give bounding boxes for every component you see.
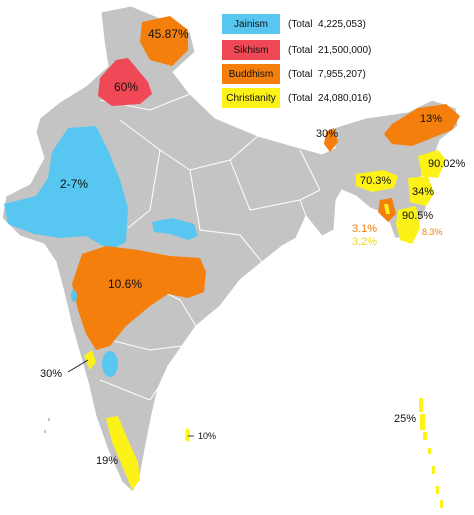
andaman-islands xyxy=(419,398,443,508)
mp-jain-region xyxy=(152,218,198,240)
meghalaya-region xyxy=(356,170,398,192)
punjab-region xyxy=(98,58,152,106)
label-tripura-buddhism: 3.1% xyxy=(352,223,378,235)
legend-label-christianity: Christianity xyxy=(226,92,276,104)
legend-total-christianity: (Total 24,080,016) xyxy=(288,92,372,104)
karnataka-jain-region xyxy=(102,351,118,377)
label-mizoram-buddhism: 8.3% xyxy=(422,227,443,237)
legend-label-jainism: Jainism xyxy=(234,18,268,30)
legend-label-buddhism: Buddhism xyxy=(228,68,274,80)
sikkim-region xyxy=(324,128,338,152)
tripura-christian-stripe xyxy=(384,204,390,214)
gujarat-region xyxy=(4,126,128,250)
label-punjab: 60% xyxy=(114,80,139,94)
label-sikkim: 30% xyxy=(316,128,339,140)
maharashtra-region xyxy=(72,246,206,350)
legend-item-christianity: Christianity (Total 24,080,016) xyxy=(222,88,371,108)
legend-total-buddhism: (Total 7,955,207) xyxy=(288,68,366,80)
label-tamil-nadu: 10% xyxy=(198,431,217,441)
arunachal-region xyxy=(384,104,460,146)
legend-swatch-jainism: Jainism xyxy=(222,14,280,34)
nagaland-region xyxy=(418,150,446,178)
state-borders xyxy=(99,93,321,401)
label-meghalaya: 70.3% xyxy=(360,175,392,187)
label-nagaland: 90.02% xyxy=(428,158,466,170)
lakshadweep-islands xyxy=(44,418,50,433)
label-manipur: 34% xyxy=(412,186,435,198)
label-arunachal: 13% xyxy=(420,113,443,125)
label-kerala: 19% xyxy=(96,455,119,467)
label-mizoram: 90.5% xyxy=(402,210,434,222)
label-tripura-christianity: 3.2% xyxy=(352,236,378,248)
legend-item-buddhism: Buddhism (Total 7,955,207) xyxy=(222,64,366,84)
legend-item-jainism: Jainism (Total 4,225,053) xyxy=(222,14,366,34)
goa-region xyxy=(84,350,96,370)
legend-total-sikhism: (Total 21,500,000) xyxy=(288,44,372,56)
tamil-nadu-christian-spot xyxy=(185,428,190,442)
legend-label-sikhism: Sikhism xyxy=(233,44,269,56)
label-gujarat: 2-7% xyxy=(60,177,89,191)
pointer-lines xyxy=(67,359,194,437)
maharashtra-jain-spot xyxy=(71,290,77,302)
label-jammu-kashmir: 45.87% xyxy=(148,27,189,41)
legend-swatch-sikhism: Sikhism xyxy=(222,40,280,60)
label-goa: 30% xyxy=(40,368,63,380)
manipur-region xyxy=(408,176,434,206)
mizoram-region xyxy=(396,206,420,244)
label-andaman: 25% xyxy=(394,413,417,425)
legend-swatch-christianity: Christianity xyxy=(222,88,280,108)
label-maharashtra: 10.6% xyxy=(108,277,143,291)
legend-item-sikhism: Sikhism (Total 21,500,000) xyxy=(222,40,371,60)
kerala-region xyxy=(106,416,140,490)
legend-total-jainism: (Total 4,225,053) xyxy=(288,18,366,30)
ladakh-region xyxy=(140,16,188,66)
legend-swatch-buddhism: Buddhism xyxy=(222,64,280,84)
